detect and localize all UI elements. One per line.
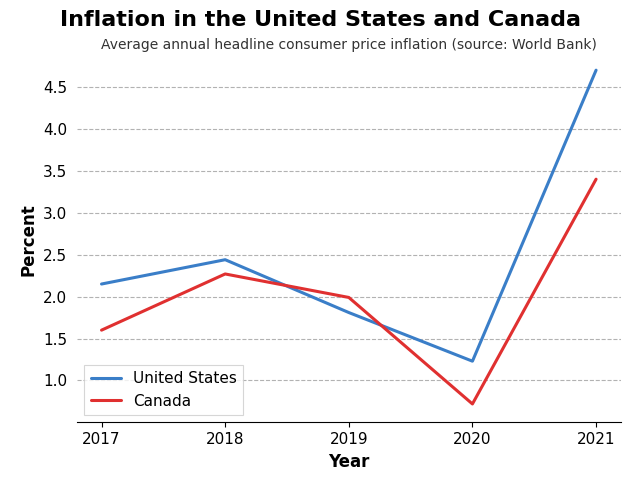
Line: United States: United States <box>102 70 596 361</box>
Line: Canada: Canada <box>102 179 596 404</box>
United States <box>221 257 229 263</box>
Canada <box>345 295 353 300</box>
United States <box>592 67 600 73</box>
Canada <box>98 327 106 333</box>
Canada <box>592 176 600 182</box>
Title: Average annual headline consumer price inflation (source: World Bank): Average annual headline consumer price i… <box>101 38 596 52</box>
Canada <box>221 271 229 277</box>
Canada <box>468 401 476 407</box>
Legend: United States, Canada: United States, Canada <box>84 365 243 415</box>
X-axis label: Year: Year <box>328 453 369 471</box>
Y-axis label: Percent: Percent <box>19 204 37 276</box>
United States <box>345 310 353 315</box>
United States <box>468 358 476 364</box>
United States <box>98 281 106 287</box>
Text: Inflation in the United States and Canada: Inflation in the United States and Canad… <box>60 10 580 30</box>
